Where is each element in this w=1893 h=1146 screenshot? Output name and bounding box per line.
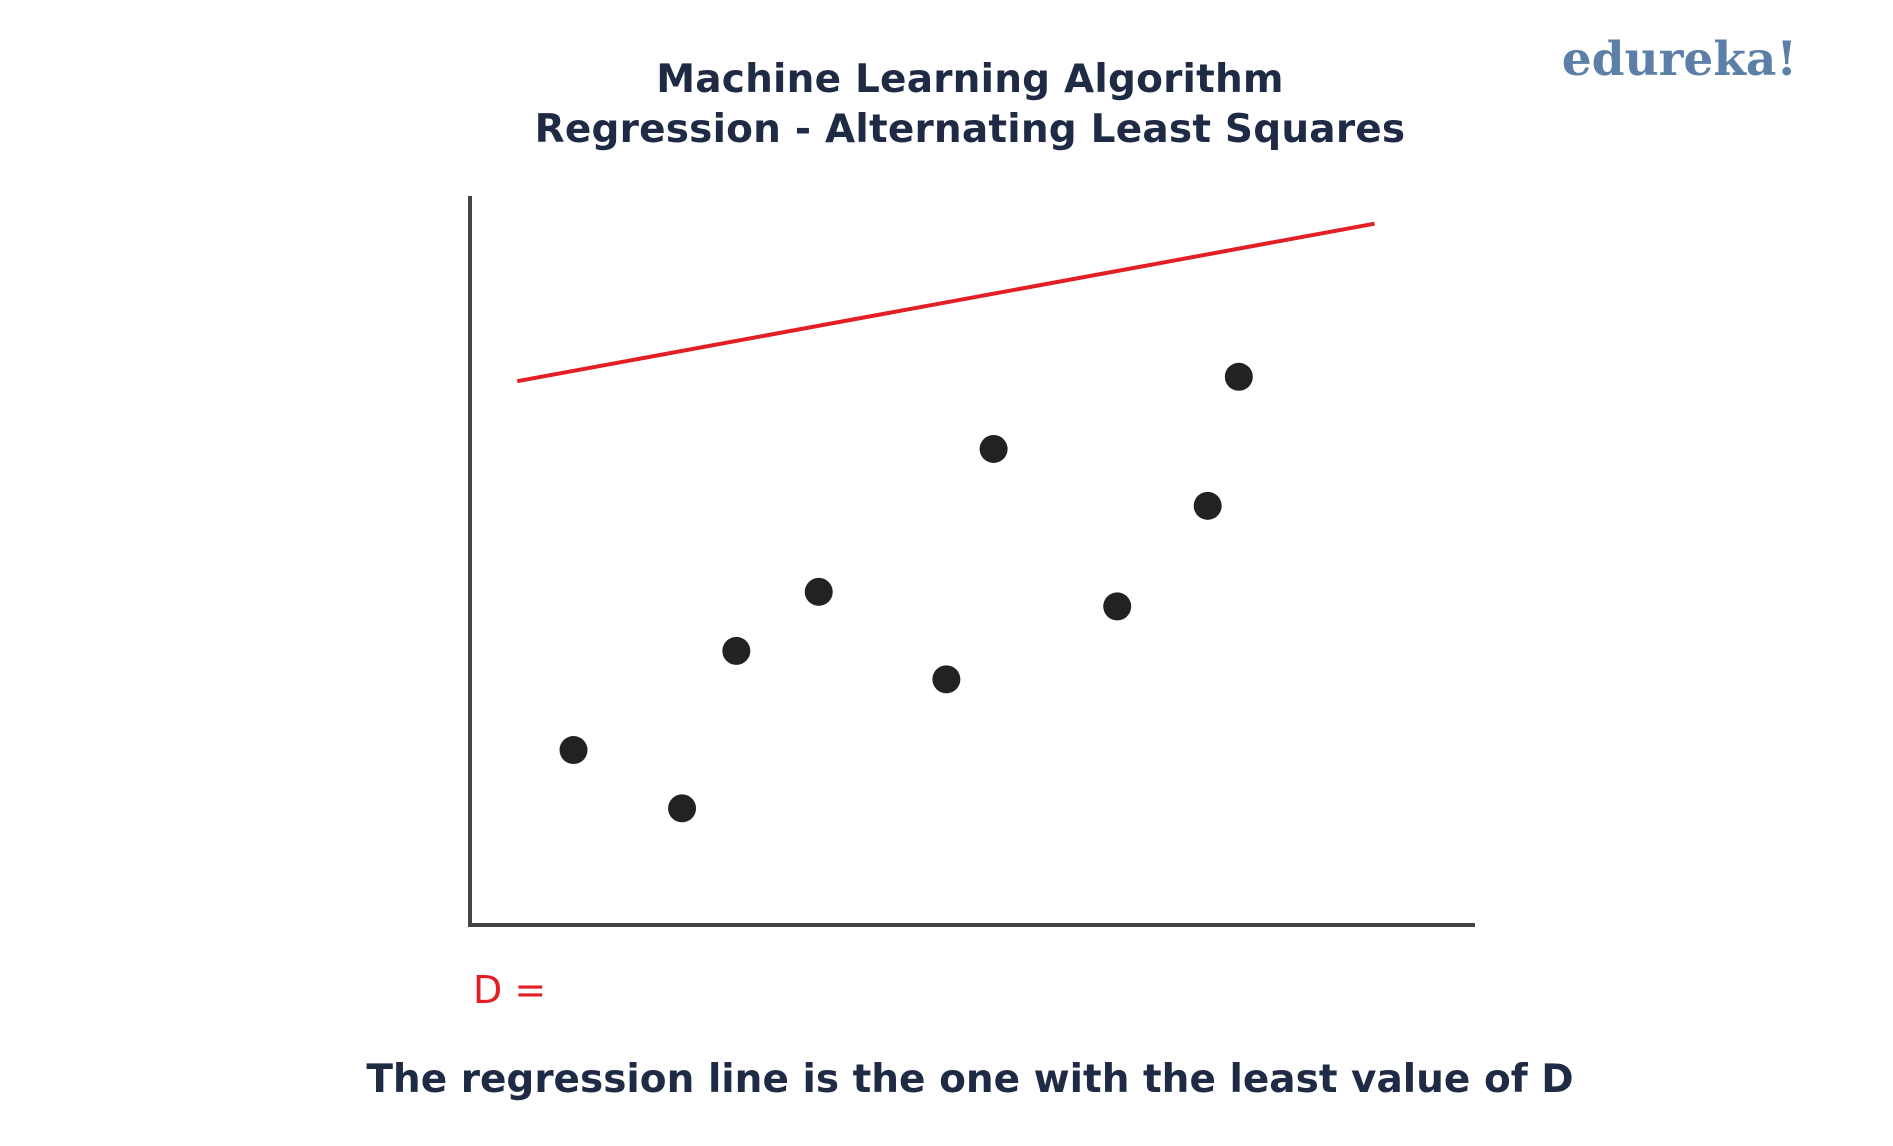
data-point [722,636,751,665]
data-point [559,736,588,765]
chart-title-line-2: Regression - Alternating Least Squares [534,107,1406,152]
caption: The regression line is the one with the … [366,1057,1574,1102]
brand-logo: edureka! [1561,32,1797,87]
data-point [1103,592,1132,621]
data-point [1193,491,1222,520]
data-point [804,577,833,606]
chart-title-line-1: Machine Learning Algorithm [656,57,1284,102]
data-point [932,665,961,694]
data-point [979,434,1008,463]
data-point [668,794,697,823]
distance-label: D = [473,968,547,1012]
data-point [1224,362,1253,391]
regression-line [516,221,1375,384]
